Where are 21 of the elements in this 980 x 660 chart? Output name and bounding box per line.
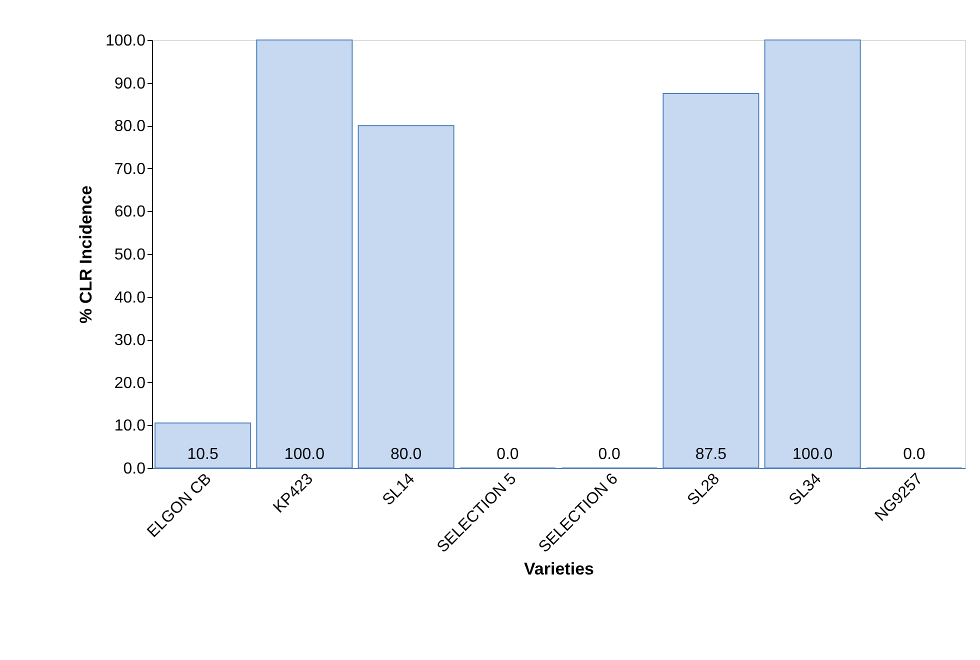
y-tick-label: 100.0	[105, 32, 146, 50]
y-tick-label: 20.0	[114, 374, 146, 392]
data-label: 100.0	[792, 446, 833, 463]
data-label: 0.0	[903, 446, 926, 463]
data-label: 0.0	[496, 446, 519, 463]
y-tick-label: 0.0	[123, 460, 146, 478]
data-label: 100.0	[284, 446, 325, 463]
data-label: 0.0	[598, 446, 621, 463]
y-tick-label: 50.0	[114, 246, 146, 264]
y-tick-label: 70.0	[114, 160, 146, 178]
y-tick-label: 90.0	[114, 75, 146, 92]
data-label: 80.0	[390, 446, 422, 463]
y-tick-label: 80.0	[114, 118, 146, 136]
x-axis-title: Varieties	[524, 559, 594, 578]
y-axis-title: % CLR Incidence	[76, 186, 96, 324]
y-tick-label: 40.0	[114, 289, 146, 306]
y-tick-label: 30.0	[114, 332, 146, 350]
data-label: 87.5	[695, 446, 727, 463]
y-tick-label: 60.0	[114, 204, 146, 221]
y-tick-label: 10.0	[114, 418, 146, 435]
data-label: 10.5	[187, 446, 218, 463]
